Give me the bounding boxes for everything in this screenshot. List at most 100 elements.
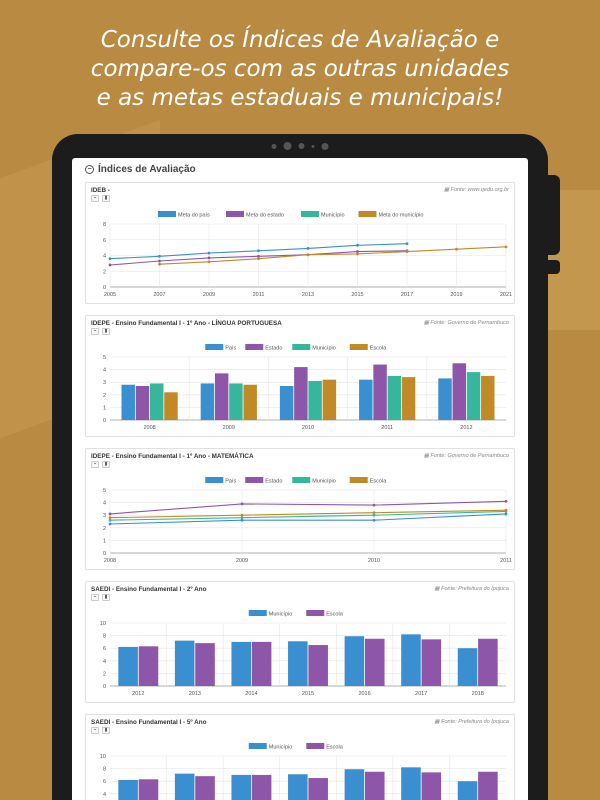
bar[interactable] — [118, 779, 138, 800]
legend-label[interactable]: Meta do estado — [246, 213, 284, 219]
bar[interactable] — [195, 643, 215, 686]
data-point[interactable] — [356, 250, 359, 253]
data-point[interactable] — [504, 508, 508, 512]
bar[interactable] — [387, 375, 402, 420]
legend-swatch[interactable] — [205, 477, 224, 483]
data-point[interactable] — [306, 247, 310, 250]
bar[interactable] — [308, 380, 322, 420]
line-chart-icon[interactable]: ⌁ — [91, 727, 99, 734]
data-point[interactable] — [108, 518, 112, 522]
data-point[interactable] — [356, 243, 359, 247]
data-point[interactable] — [257, 254, 260, 258]
line-chart-icon[interactable]: ⌁ — [91, 461, 99, 468]
series-line[interactable] — [159, 246, 507, 265]
legend-swatch[interactable] — [245, 344, 264, 350]
chart-source[interactable]: ▦ Fonte: Governo de Pernambuco — [423, 453, 509, 459]
bar-chart-icon[interactable]: ▮ — [102, 727, 110, 734]
data-point[interactable] — [240, 516, 244, 520]
data-point[interactable] — [504, 499, 508, 503]
bar[interactable] — [478, 638, 498, 686]
legend-label[interactable]: Escola — [326, 745, 343, 751]
data-point[interactable] — [372, 513, 376, 517]
data-point[interactable] — [207, 260, 211, 264]
bar[interactable] — [251, 641, 272, 686]
line-chart-icon[interactable]: ⌁ — [91, 195, 99, 202]
bar[interactable] — [231, 774, 252, 800]
bar[interactable] — [308, 645, 328, 686]
bar[interactable] — [231, 641, 252, 686]
bar[interactable] — [118, 646, 138, 686]
bar[interactable] — [401, 767, 421, 800]
bar[interactable] — [164, 392, 178, 420]
bar[interactable] — [373, 364, 387, 420]
data-point[interactable] — [257, 249, 260, 253]
data-point[interactable] — [240, 513, 244, 517]
legend-swatch[interactable] — [292, 477, 311, 483]
data-point[interactable] — [504, 512, 508, 516]
line-chart-icon[interactable]: ⌁ — [91, 594, 99, 601]
bar[interactable] — [344, 636, 365, 686]
bar[interactable] — [243, 384, 257, 420]
bar[interactable] — [174, 773, 195, 800]
bar[interactable] — [322, 379, 337, 420]
bar[interactable] — [421, 639, 442, 686]
data-point[interactable] — [158, 259, 161, 263]
bar[interactable] — [174, 640, 195, 686]
legend-label[interactable]: País — [225, 346, 236, 352]
series-line[interactable] — [109, 500, 507, 515]
bar[interactable] — [401, 634, 421, 686]
legend-swatch[interactable] — [205, 344, 224, 350]
app-screen[interactable]: − Índices de Avaliação IDEB - ▦ Fonte: ww… — [72, 158, 528, 800]
bar[interactable] — [138, 779, 159, 800]
data-point[interactable] — [372, 518, 376, 522]
data-point[interactable] — [372, 511, 376, 515]
data-point[interactable] — [207, 256, 211, 260]
bar[interactable] — [135, 385, 150, 420]
data-point[interactable] — [108, 522, 112, 526]
line-chart-icon[interactable]: ⌁ — [91, 328, 99, 335]
data-point[interactable] — [372, 503, 376, 507]
data-point[interactable] — [405, 250, 409, 253]
data-point[interactable] — [158, 254, 161, 258]
legend-label[interactable]: Escola — [370, 479, 387, 485]
legend-swatch[interactable] — [306, 743, 325, 749]
collapse-icon[interactable]: − — [85, 165, 94, 174]
data-point[interactable] — [240, 502, 244, 506]
legend-label[interactable]: Município — [321, 213, 345, 219]
data-point[interactable] — [207, 251, 211, 255]
bar[interactable] — [288, 774, 308, 800]
legend-swatch[interactable] — [248, 743, 267, 749]
bar[interactable] — [421, 772, 442, 800]
legend-label[interactable]: País — [225, 479, 236, 485]
data-point[interactable] — [306, 253, 310, 257]
bar[interactable] — [344, 769, 365, 800]
bar[interactable] — [364, 638, 385, 686]
legend-label[interactable]: Município — [312, 346, 336, 352]
bar[interactable] — [457, 781, 478, 800]
legend-swatch[interactable] — [158, 211, 176, 217]
bar[interactable] — [364, 771, 385, 800]
bar[interactable] — [478, 771, 498, 800]
legend-swatch[interactable] — [358, 211, 377, 217]
legend-label[interactable]: Meta do município — [379, 213, 424, 219]
bar[interactable] — [150, 383, 164, 420]
bar-chart-icon[interactable]: ▮ — [102, 461, 110, 468]
chart-source[interactable]: ▦ Fonte: Prefeitura do Ipojuca — [434, 719, 509, 725]
legend-label[interactable]: Escola — [370, 346, 387, 352]
legend-label[interactable]: Município — [312, 479, 336, 485]
bar[interactable] — [457, 648, 478, 686]
data-point[interactable] — [108, 263, 112, 267]
legend-label[interactable]: Município — [269, 612, 293, 618]
bar[interactable] — [200, 383, 215, 420]
bar[interactable] — [251, 774, 272, 800]
bar[interactable] — [294, 367, 308, 420]
legend-label[interactable]: Meta do país — [178, 213, 210, 219]
section-header[interactable]: − Índices de Avaliação — [72, 158, 528, 179]
data-point[interactable] — [108, 516, 112, 520]
series-line[interactable] — [109, 509, 507, 519]
legend-swatch[interactable] — [306, 610, 325, 616]
bar[interactable] — [308, 778, 328, 800]
series-line[interactable] — [109, 510, 507, 521]
bar[interactable] — [401, 377, 416, 420]
bar[interactable] — [229, 383, 243, 420]
